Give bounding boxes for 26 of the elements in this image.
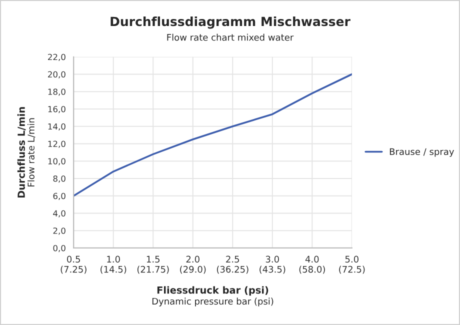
y-tick-label: 6,0 (53, 192, 66, 200)
y-tick-label: 10,0 (48, 158, 66, 166)
y-axis-title: Durchfluss L/min Flow rate L/min (17, 107, 36, 198)
x-tick-label: 1.0 (14.5) (100, 256, 126, 274)
y-tick-label: 4,0 (53, 210, 66, 218)
x-tick-label: 0.5 (7.25) (60, 256, 86, 274)
x-tick-label: 2.5 (36.25) (216, 256, 248, 274)
y-tick-label: 12,0 (48, 140, 66, 148)
x-tick-label: 1.5 (21.75) (137, 256, 169, 274)
x-tick-label: 2.0 (29.0) (180, 256, 206, 274)
x-tick-label: 5.0 (72.5) (339, 256, 365, 274)
x-axis-title: Fliessdruck bar (psi) Dynamic pressure bar (psi) (152, 286, 274, 306)
y-tick-label: 0,0 (53, 244, 66, 252)
legend-label: Brause / spray (390, 148, 454, 157)
y-tick-label: 20,0 (48, 71, 66, 78)
chart-title: Durchflussdiagramm Mischwasser (110, 16, 350, 29)
y-tick-label: 2,0 (53, 228, 66, 235)
x-tick-label: 4.0 (58.0) (299, 256, 325, 274)
y-tick-label: 18,0 (48, 88, 66, 96)
x-tick-label: 3.0 (43.5) (260, 256, 286, 274)
y-tick-label: 22,0 (48, 54, 66, 62)
y-tick-label: 8,0 (53, 175, 66, 183)
y-tick-label: 14,0 (48, 123, 66, 130)
line-series (74, 73, 352, 197)
y-tick-label: 16,0 (48, 106, 66, 114)
chart-subtitle: Flow rate chart mixed water (167, 34, 294, 41)
